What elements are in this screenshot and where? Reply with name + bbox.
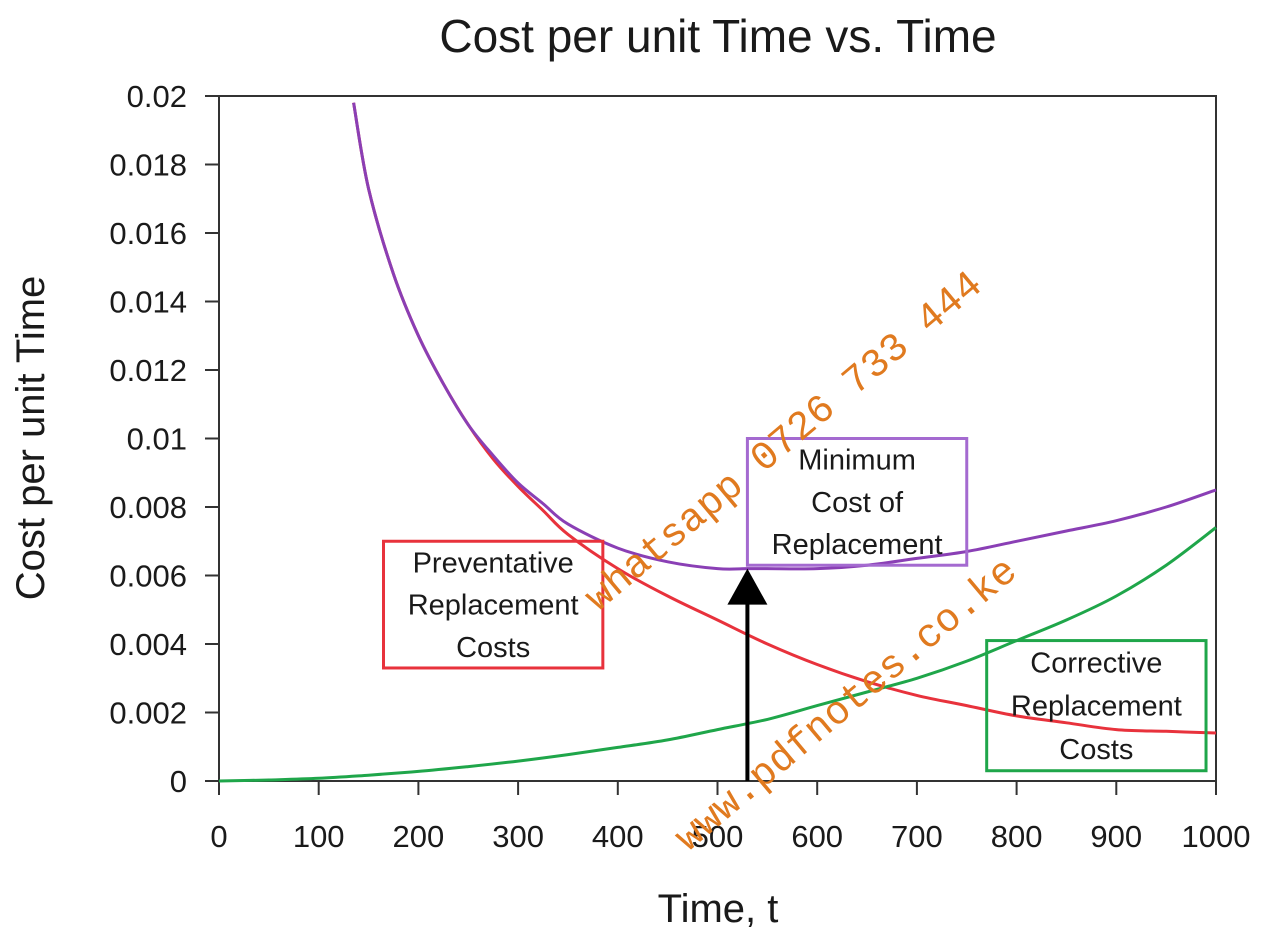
x-tick-label: 500 (692, 819, 744, 854)
y-tick-label: 0.012 (109, 353, 187, 388)
x-tick-label: 800 (991, 819, 1043, 854)
annotation-label-preventative: Costs (456, 632, 530, 664)
x-tick-label: 300 (492, 819, 544, 854)
annotation-box-preventative (382, 539, 605, 670)
axis-ticks: 0 100 200 300 400 500 600 700 800 900 1000 0 0.002 0.… (109, 79, 1250, 854)
annotation-label-corrective: Replacement (1011, 691, 1182, 723)
y-tick-label: 0.018 (109, 148, 187, 183)
y-tick-label: 0.002 (109, 696, 187, 731)
series-lines (218, 102, 1217, 783)
y-tick-label: 0.008 (109, 490, 187, 525)
x-tick-label: 600 (791, 819, 843, 854)
y-tick-label: 0.014 (109, 285, 187, 320)
y-tick-label: 0.016 (109, 216, 187, 251)
annotation-label-minimum: Replacement (772, 529, 943, 561)
x-axis-label: Time, t (658, 887, 779, 931)
annotation-label-minimum: Minimum (798, 445, 916, 477)
series-line-total (352, 102, 1217, 571)
x-tick-label: 400 (592, 819, 644, 854)
x-tick-label: 0 (210, 819, 227, 854)
annotation-label-corrective: Corrective (1030, 647, 1162, 679)
annotation-box-corrective (985, 639, 1208, 773)
y-tick-label: 0.02 (127, 79, 187, 114)
y-tick-label: 0.006 (109, 559, 187, 594)
x-tick-label: 100 (293, 819, 345, 854)
x-tick-label: 1000 (1182, 819, 1251, 854)
x-tick-label: 700 (891, 819, 943, 854)
annotation-label-minimum: Cost of (811, 487, 904, 519)
annotation-label-preventative: Preventative (413, 547, 574, 579)
arrow-head (727, 568, 768, 605)
y-tick-label: 0.01 (127, 422, 187, 457)
y-tick-label: 0.004 (109, 627, 187, 662)
y-axis-label: Cost per unit Time (9, 276, 53, 601)
annotation-box-minimum (745, 437, 969, 567)
x-tick-label: 200 (393, 819, 445, 854)
annotation-label-corrective: Costs (1059, 734, 1133, 766)
annotation-boxes: Minimum Cost of Replacement Preventative Rep… (382, 437, 1208, 773)
series-line-corrective (218, 526, 1217, 783)
minimum-arrow (727, 568, 768, 781)
x-tick-label: 900 (1090, 819, 1142, 854)
y-tick-label: 0 (170, 764, 187, 799)
chart-title: Cost per unit Time vs. Time (439, 10, 996, 62)
watermark-group: whatsapp 0726 733 444 www.pdfnotes.co.ke (577, 263, 1027, 861)
annotation-label-preventative: Replacement (408, 590, 579, 622)
